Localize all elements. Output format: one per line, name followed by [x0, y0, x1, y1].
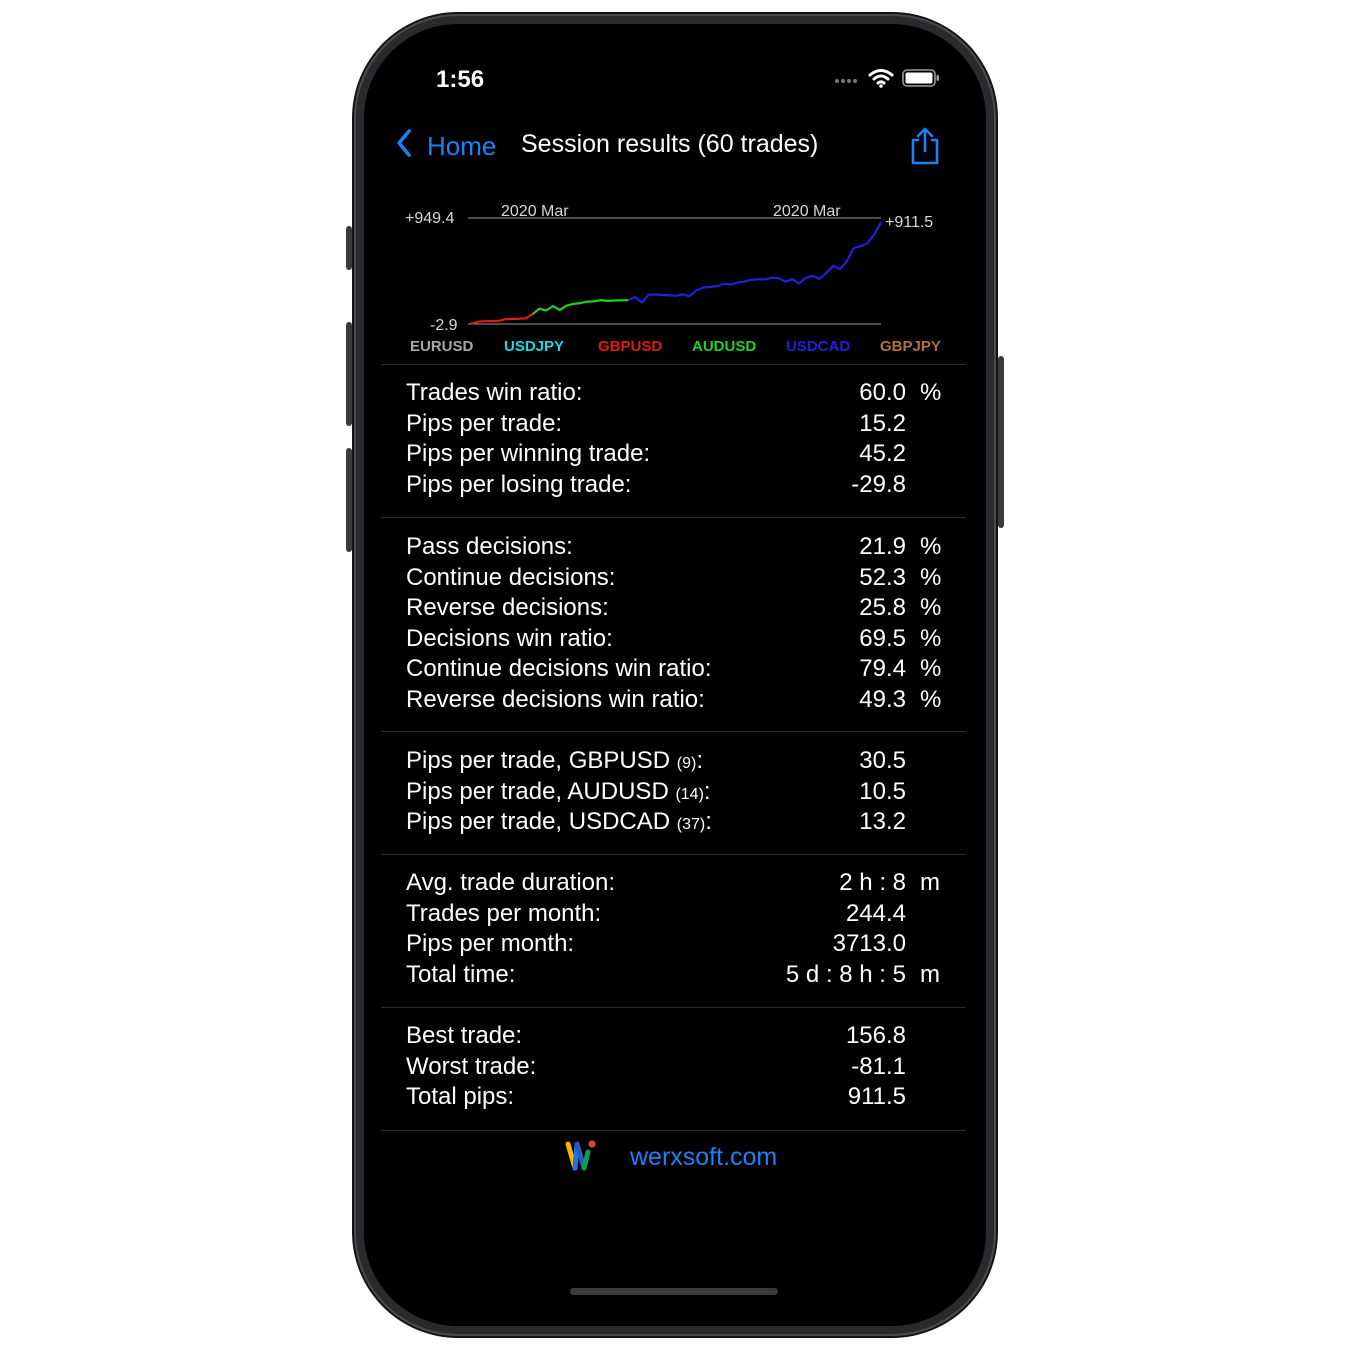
- stat-row: Reverse decisions win ratio: 49.3%: [406, 685, 942, 713]
- end-value-label: +911.5: [885, 214, 933, 231]
- stat-row: Pips per trade, USDCAD (37): 13.2: [406, 808, 906, 835]
- volume-up-button: [346, 322, 352, 426]
- stat-row: Worst trade: -81.1: [406, 1052, 906, 1080]
- stat-row: Continue decisions: 52.3%: [406, 563, 942, 591]
- share-button[interactable]: [908, 126, 942, 171]
- stat-row: Pips per trade, GBPUSD (9): 30.5: [406, 747, 906, 774]
- stat-row: Pips per month: 3713.0: [406, 930, 906, 957]
- stat-row: Pips per winning trade: 45.2: [406, 440, 906, 467]
- divider: [381, 517, 966, 518]
- legend-item-audusd: AUDUSD: [692, 338, 756, 355]
- series-layer: [470, 221, 882, 325]
- werxsoft-logo-icon: [564, 1138, 598, 1177]
- status-icons: [834, 68, 940, 93]
- top-label-left: 2020 Mar: [501, 203, 569, 220]
- share-icon: [908, 127, 942, 170]
- battery-icon: [902, 68, 940, 93]
- divider: [381, 1130, 966, 1131]
- chart-legend: EURUSD USDJPY GBPUSD AUDUSD USDCAD GBPJPY: [410, 338, 941, 355]
- back-button-label: Home: [427, 131, 497, 161]
- legend-item-eurusd: EURUSD: [410, 338, 474, 355]
- stat-row: Total pips: 911.5: [406, 1083, 906, 1110]
- y-max-label: +949.4: [405, 210, 454, 227]
- divider: [381, 731, 966, 732]
- stats-section-totals: Best trade: 156.8 Worst trade: -81.1 Total…: [406, 1021, 946, 1113]
- volume-down-button: [346, 448, 352, 552]
- top-label-right: 2020 Mar: [773, 203, 841, 220]
- equity-curve-chart: 2020 Mar 2020 Mar +949.4 -2.9 +911.5 EUR…: [405, 203, 941, 355]
- stat-row: Reverse decisions: 25.8%: [406, 594, 942, 621]
- stats-section-performance: Trades win ratio: 60.0% Pips per trade: 15…: [406, 378, 946, 500]
- website-link-text[interactable]: werxsoft.com: [630, 1143, 778, 1171]
- stat-row: Trades per month: 244.4: [406, 899, 906, 927]
- divider: [381, 854, 966, 855]
- stat-row: Pips per trade: 15.2: [406, 409, 906, 437]
- stat-row: Continue decisions win ratio: 79.4%: [406, 655, 942, 682]
- series-line-gbpusd: [470, 313, 534, 325]
- y-min-label: -2.9: [430, 317, 458, 334]
- divider: [381, 1007, 966, 1008]
- footer-website-link[interactable]: werxsoft.com: [564, 1138, 777, 1177]
- legend-item-usdcad: USDCAD: [786, 338, 850, 355]
- divider: [381, 364, 966, 365]
- stat-row: Best trade: 156.8: [406, 1022, 906, 1049]
- stat-row: Pips per losing trade: -29.8: [406, 470, 906, 498]
- stat-row: Pass decisions: 21.9%: [406, 533, 942, 560]
- legend-item-usdjpy: USDJPY: [504, 338, 564, 355]
- stat-row: Pips per trade, AUDUSD (14): 10.5: [406, 777, 906, 805]
- home-indicator: [570, 1288, 778, 1295]
- legend-item-gbpusd: GBPUSD: [598, 338, 662, 355]
- page-title: Session results (60 trades): [521, 130, 819, 158]
- stats-section-decisions: Pass decisions: 21.9% Continue decisions:…: [406, 532, 946, 715]
- screen: 1:56 Home Session results (60 tra: [364, 24, 986, 1326]
- wifi-icon: [868, 68, 894, 93]
- back-button[interactable]: Home: [394, 128, 496, 165]
- chevron-left-icon: [394, 128, 416, 165]
- status-time: 1:56: [436, 66, 485, 93]
- legend-item-gbpjpy: GBPJPY: [880, 338, 941, 355]
- stat-row: Decisions win ratio: 69.5%: [406, 624, 942, 652]
- stats-section-pairs: Pips per trade, GBPUSD (9): 30.5 Pips per…: [406, 746, 946, 838]
- mute-switch: [346, 226, 352, 270]
- power-button: [998, 356, 1004, 528]
- series-line-audusd: [531, 298, 629, 316]
- series-line-usdcad: [627, 221, 882, 304]
- stat-row: Trades win ratio: 60.0%: [406, 379, 942, 406]
- cellular-signal-icon: [834, 72, 860, 90]
